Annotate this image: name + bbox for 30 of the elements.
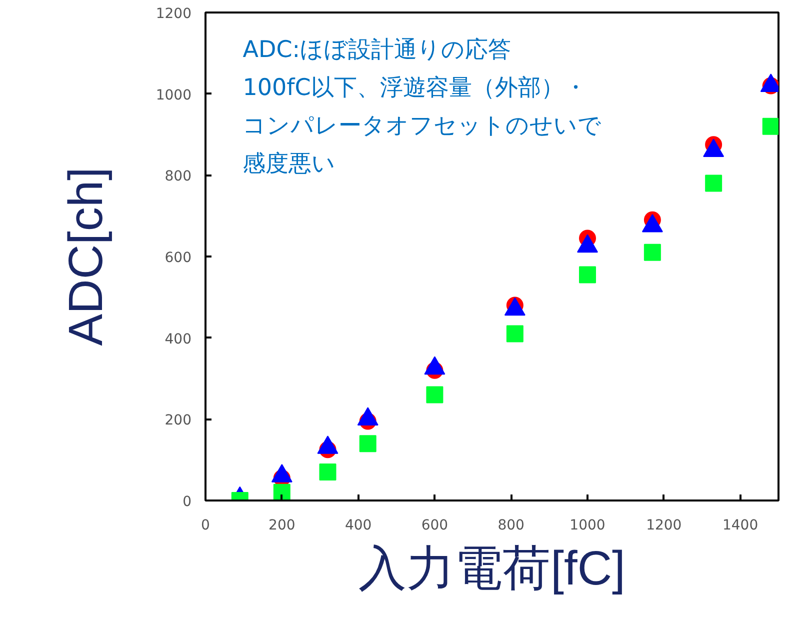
y-tick-label: 0	[182, 494, 192, 510]
x-axis-title: 入力電荷[fC]	[358, 542, 626, 596]
point	[273, 484, 290, 500]
point	[705, 174, 722, 192]
annotation: コンパレータオフセットのせいで	[242, 113, 602, 140]
y-tick-label: 200	[164, 412, 192, 429]
y-tick-label: 1000	[156, 87, 192, 104]
y-tick-label: 400	[164, 331, 192, 348]
x-tick-label: 1200	[646, 518, 682, 534]
point	[762, 118, 778, 135]
x-tick-label: 200	[268, 518, 296, 534]
x-tick-label: 0	[201, 518, 210, 534]
point	[426, 386, 444, 404]
y-tick-label: 1200	[156, 6, 192, 22]
y-tick-label: 600	[164, 250, 192, 266]
annotation: 感度悪い	[242, 151, 336, 178]
annotation: 100fC以下、浮遊容量（外部）・	[242, 74, 587, 101]
annotation: ADC:ほぼ設計通りの応答	[242, 36, 512, 63]
point	[359, 435, 376, 452]
point	[579, 266, 596, 284]
point	[506, 325, 524, 342]
y-tick-label: 800	[164, 168, 192, 185]
point	[319, 464, 336, 481]
x-tick-label: 1000	[570, 518, 606, 534]
x-tick-label: 400	[344, 518, 372, 534]
x-tick-label: 1400	[722, 518, 758, 534]
point	[644, 244, 661, 261]
y-axis-title: ADC[ch]	[60, 167, 113, 346]
x-tick-label: 800	[498, 518, 524, 534]
x-tick-label: 600	[421, 518, 448, 534]
